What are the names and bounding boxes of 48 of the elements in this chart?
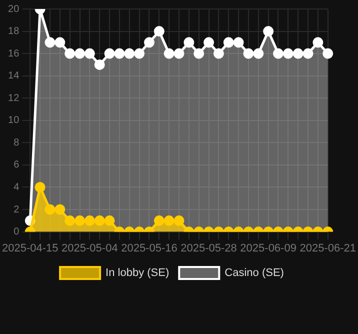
point: [204, 37, 214, 48]
point: [124, 48, 135, 59]
x-tick-label: 2025-04-15: [2, 242, 58, 254]
y-tick-label: 10: [8, 115, 20, 126]
point: [184, 37, 194, 48]
y-tick-label: 6: [14, 160, 20, 171]
y-tick-label: 14: [8, 70, 20, 82]
point: [114, 48, 125, 59]
x-tick-label: 2025-06-21: [300, 242, 356, 254]
point: [134, 48, 145, 59]
x-tick-label: 2025-05-16: [121, 242, 178, 254]
point: [322, 48, 334, 59]
legend-label: In lobby (SE): [106, 267, 170, 280]
point: [44, 37, 56, 48]
y-tick-label: 2: [14, 204, 20, 216]
point: [94, 59, 105, 70]
point: [194, 48, 204, 59]
y-tick-label: 16: [8, 48, 20, 60]
point: [64, 48, 76, 59]
point: [233, 37, 244, 48]
point: [54, 37, 66, 48]
point: [213, 48, 224, 59]
x-tick-label: 2025-05-28: [180, 242, 237, 254]
point: [154, 26, 164, 37]
y-tick-label: 12: [8, 92, 20, 104]
point: [144, 37, 154, 48]
point: [282, 48, 294, 59]
point: [263, 26, 274, 37]
point: [272, 48, 284, 59]
y-tick-label: 4: [14, 182, 20, 193]
x-tick-label: 2025-05-04: [62, 242, 118, 254]
point: [74, 48, 86, 59]
point: [253, 48, 264, 59]
point: [243, 48, 254, 59]
y-tick-label: 0: [14, 226, 20, 238]
point: [302, 48, 314, 59]
point: [174, 48, 184, 59]
point: [223, 37, 234, 48]
legend-label: Casino (SE): [224, 267, 284, 280]
point: [104, 48, 115, 59]
y-tick-label: 18: [8, 26, 20, 38]
point: [292, 48, 304, 59]
point: [84, 48, 95, 59]
point: [164, 48, 174, 59]
point: [312, 37, 324, 48]
y-tick-label: 20: [8, 4, 20, 15]
y-tick-label: 8: [14, 137, 20, 148]
x-tick-label: 2025-06-09: [240, 242, 296, 254]
